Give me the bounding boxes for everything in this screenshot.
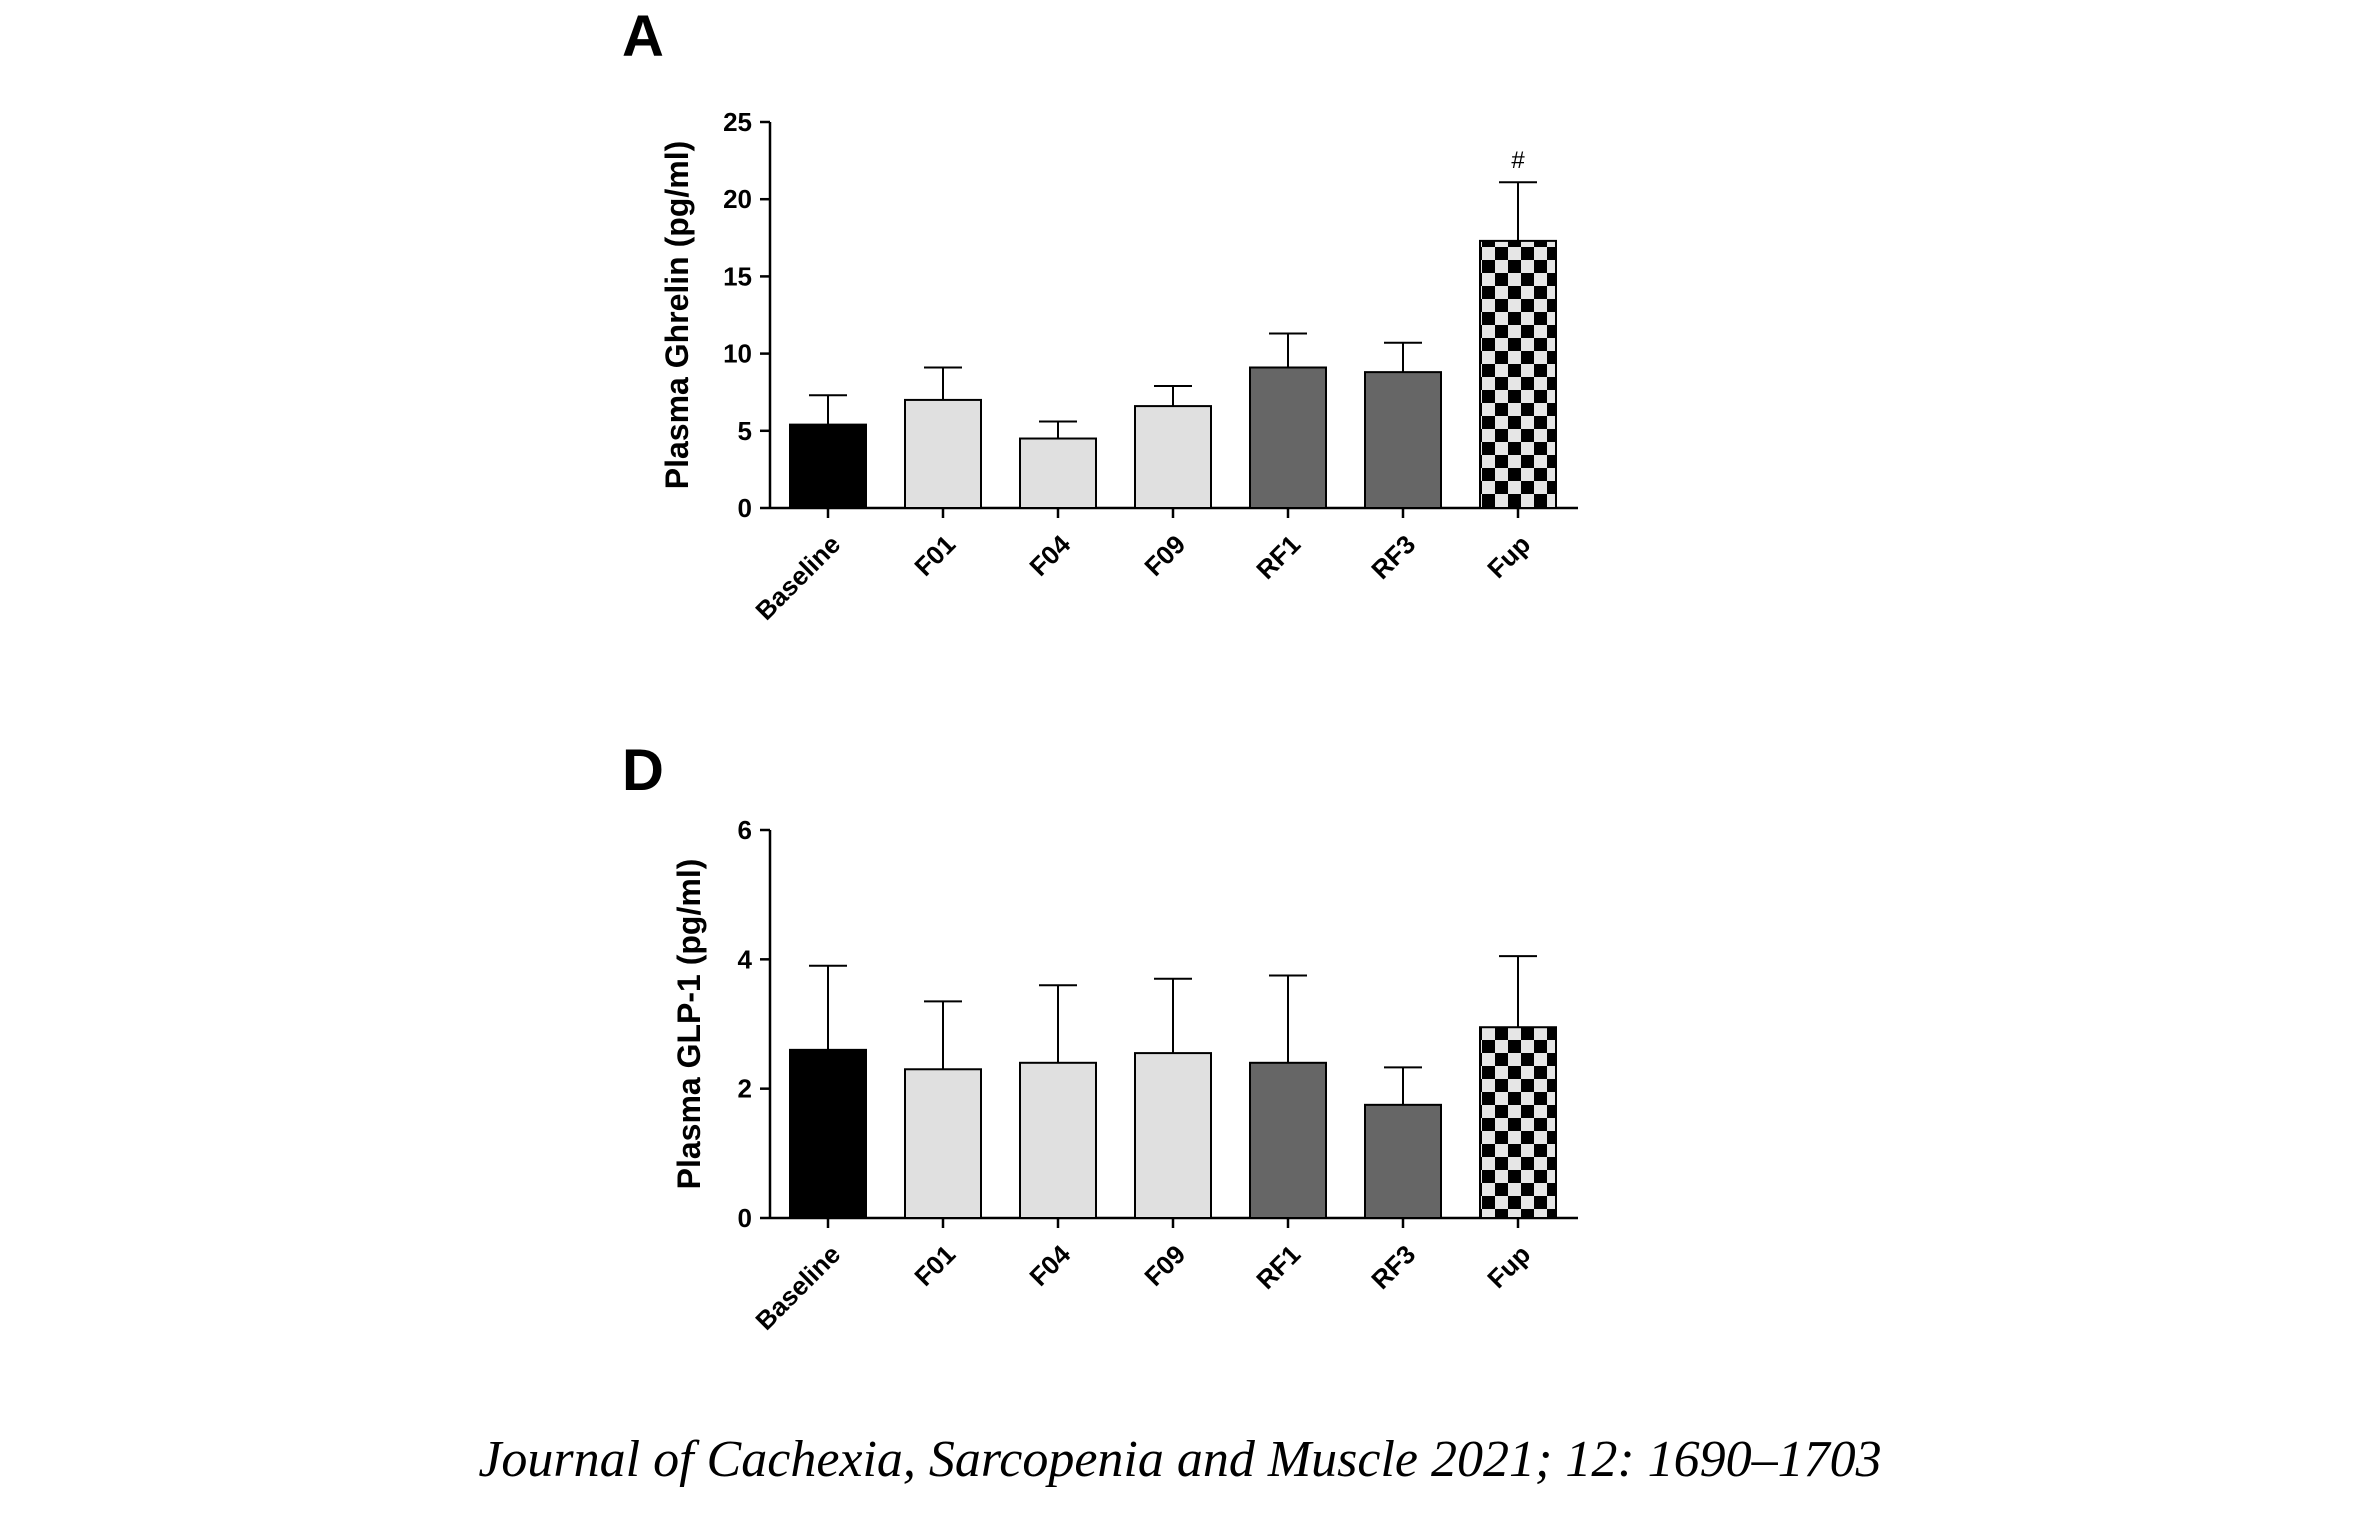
y-tick-label: 10 bbox=[723, 339, 752, 369]
x-tick-label: F04 bbox=[1023, 529, 1076, 582]
y-tick-label: 6 bbox=[738, 815, 752, 845]
bar-baseline bbox=[789, 1048, 867, 1220]
bar-rf3 bbox=[1364, 1103, 1442, 1220]
panel-letter: A bbox=[622, 4, 664, 69]
x-tick-label: Fup bbox=[1481, 1239, 1536, 1294]
y-tick-label: 0 bbox=[738, 493, 752, 523]
bar-f01 bbox=[904, 1068, 982, 1220]
y-tick-label: 20 bbox=[723, 184, 752, 214]
x-tick-label: F09 bbox=[1138, 529, 1191, 582]
bar-fup bbox=[1479, 239, 1557, 509]
y-tick-label: 15 bbox=[723, 261, 752, 291]
bar-rf3 bbox=[1364, 371, 1442, 509]
bar-f09 bbox=[1134, 1052, 1212, 1219]
panel-a: A Plasma Ghrelin (pg/ml) 0 5 10 15 20 25 Baselin… bbox=[622, 4, 1578, 626]
x-tick-label: RF1 bbox=[1250, 1239, 1306, 1295]
x-tick-label: RF1 bbox=[1250, 529, 1306, 585]
y-axis-title: Plasma Ghrelin (pg/ml) bbox=[659, 141, 695, 490]
y-tick-label: 2 bbox=[738, 1074, 752, 1104]
x-tick-label: F01 bbox=[908, 1239, 961, 1292]
x-tick-label: F04 bbox=[1023, 1239, 1076, 1292]
x-tick-label: F01 bbox=[908, 529, 961, 582]
panel-d: D Plasma GLP-1 (pg/ml) 0 2 4 6 Baseline F01 F04 F… bbox=[622, 738, 1578, 1336]
significance-annotation: # bbox=[1511, 147, 1525, 174]
x-tick-label: F09 bbox=[1138, 1239, 1191, 1292]
panel-letter: D bbox=[622, 738, 664, 803]
bar-f04 bbox=[1019, 437, 1097, 509]
citation-text: Journal of Cachexia, Sarcopenia and Musc… bbox=[478, 1431, 1882, 1488]
y-tick-label: 4 bbox=[738, 944, 753, 974]
x-tick-label: Baseline bbox=[749, 529, 846, 626]
bar-f04 bbox=[1019, 1061, 1097, 1220]
bar-rf1 bbox=[1249, 366, 1327, 509]
bar-baseline bbox=[789, 423, 867, 509]
y-tick-label: 5 bbox=[738, 416, 752, 446]
bar-rf1 bbox=[1249, 1061, 1327, 1220]
bar-f01 bbox=[904, 398, 982, 510]
x-tick-label: RF3 bbox=[1365, 529, 1421, 585]
bar-fup bbox=[1479, 1026, 1557, 1219]
x-tick-label: Baseline bbox=[749, 1239, 846, 1336]
y-tick-label: 0 bbox=[738, 1203, 752, 1233]
x-tick-label: RF3 bbox=[1365, 1239, 1421, 1295]
x-tick-label: Fup bbox=[1481, 529, 1536, 584]
y-axis-title: Plasma GLP-1 (pg/ml) bbox=[671, 859, 707, 1190]
bar-f09 bbox=[1134, 405, 1212, 510]
y-tick-label: 25 bbox=[723, 107, 752, 137]
